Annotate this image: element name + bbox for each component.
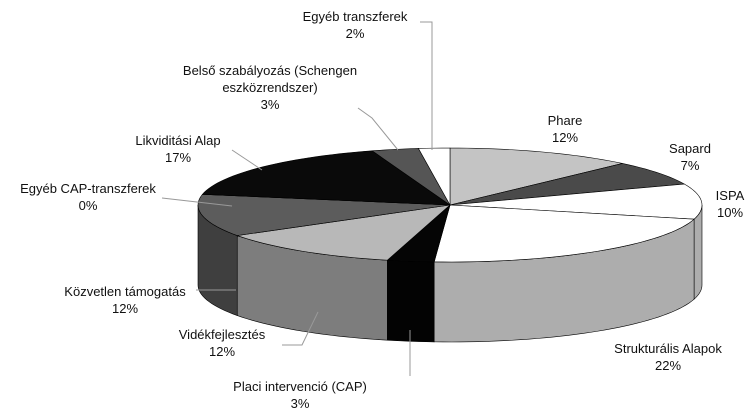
leader-line (357, 107, 399, 151)
slice-name: Phare (547, 113, 583, 128)
slice-name: Belső szabályozás (Schengen eszközrendsz… (182, 63, 358, 95)
pie-slice (237, 204, 451, 261)
leader-line (420, 21, 433, 150)
pie-slice (201, 150, 452, 206)
slice-value: 10% (716, 205, 744, 220)
slice-value: 7% (680, 158, 700, 173)
leader-lines (161, 21, 433, 376)
slice-value: 0% (78, 198, 98, 213)
slice-name: Strukturális Alapok (614, 341, 722, 356)
slice-label: Belső szabályozás (Schengen eszközrendsz… (170, 62, 370, 113)
pie-slice-side (693, 204, 703, 300)
pie-slice (386, 204, 451, 263)
slice-value: 12% (208, 344, 236, 359)
slice-value: 17% (164, 150, 192, 165)
slice-name: Sapard (669, 141, 711, 156)
slice-value: 12% (551, 130, 579, 145)
pie-slice (197, 194, 451, 236)
pie-slice-side (387, 259, 435, 343)
slice-label: Egyéb CAP-transzferek 0% (3, 180, 173, 214)
slice-label: ISPA 10% (705, 187, 745, 221)
slice-label: Placi intervenció (CAP) 3% (215, 378, 385, 412)
slice-name: Vidékfejlesztés (178, 327, 266, 342)
leader-line (231, 149, 263, 171)
slice-name: ISPA (715, 188, 745, 203)
slice-label: Vidékfejlesztés 12% (162, 326, 282, 360)
slice-value: 2% (345, 26, 365, 41)
slice-name: Placi intervenció (CAP) (233, 379, 367, 394)
leader-line (282, 311, 319, 346)
pie-slice (449, 163, 686, 206)
slice-value: 3% (260, 97, 280, 112)
pie-sides (197, 204, 703, 343)
slice-label: Likviditási Alap 17% (118, 132, 238, 166)
slice-value: 3% (290, 396, 310, 411)
slice-label: Egyéb transzferek 2% (280, 8, 430, 42)
pie-slice (417, 147, 451, 207)
slice-value: 22% (654, 358, 682, 373)
slice-name: Egyéb transzferek (302, 9, 408, 24)
leader-line (161, 197, 233, 207)
pie-slice (433, 204, 695, 263)
slice-label: Közvetlen támogatás 12% (50, 283, 200, 317)
slice-label: Strukturális Alapok 22% (598, 340, 738, 374)
slice-name: Közvetlen támogatás (64, 284, 186, 299)
slice-name: Egyéb CAP-transzferek (20, 181, 156, 196)
pie-tops (197, 147, 703, 263)
pie-slice (449, 183, 703, 220)
slice-value: 12% (111, 301, 139, 316)
slice-label: Phare 12% (525, 112, 605, 146)
slice-name: Likviditási Alap (135, 133, 221, 148)
pie-slice (449, 147, 623, 206)
slice-label: Sapard 7% (660, 140, 720, 174)
pie-slice (371, 148, 451, 206)
